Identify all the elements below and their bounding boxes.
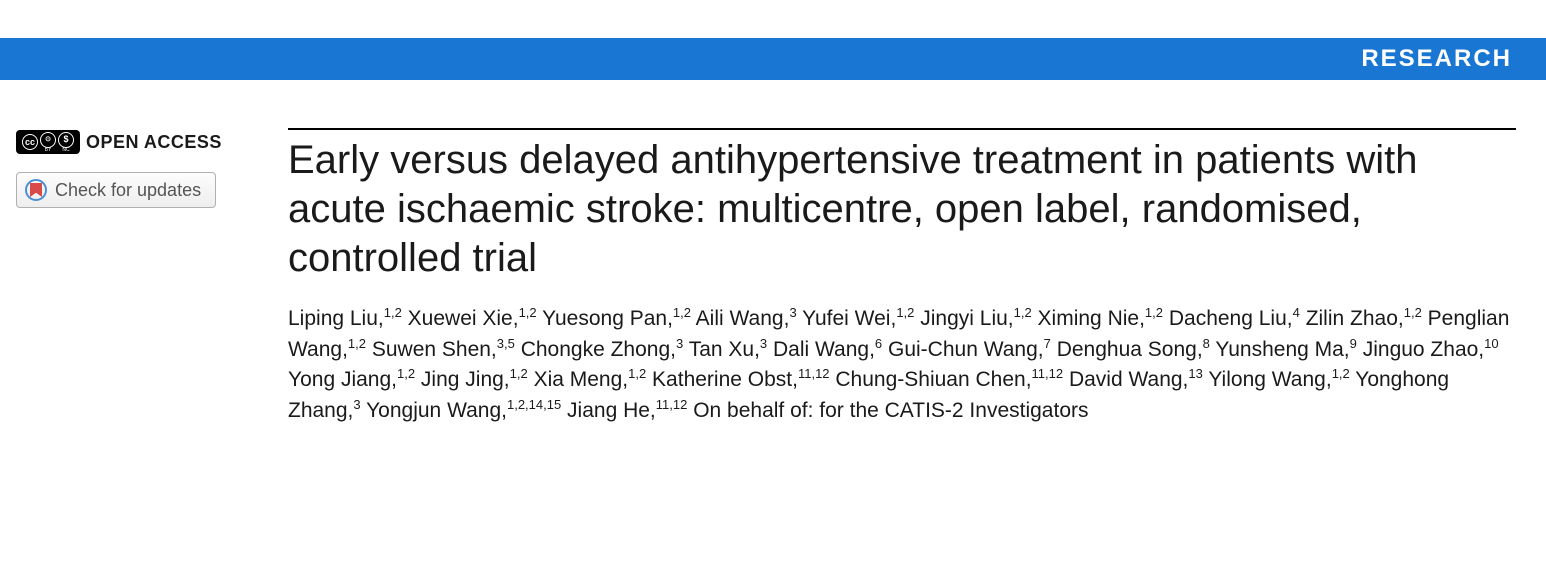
author: Jiang He,11,12 (567, 399, 687, 422)
cc-icon: cc (22, 134, 38, 150)
author: Jinguo Zhao,10 (1363, 338, 1499, 361)
author: Chung-Shiuan Chen,11,12 (835, 368, 1063, 391)
check-for-updates-button[interactable]: Check for updates (16, 172, 216, 208)
author: Xuewei Xie,1,2 (408, 307, 537, 330)
author: Ximing Nie,1,2 (1038, 307, 1163, 330)
author: Jingyi Liu,1,2 (920, 307, 1031, 330)
author: Yunsheng Ma,9 (1215, 338, 1357, 361)
open-access-label: OPEN ACCESS (86, 132, 222, 153)
authors-suffix: On behalf of: for the CATIS-2 Investigat… (693, 399, 1088, 422)
sidebar: cc ⊙BY $NC OPEN ACCESS Check for updates (16, 128, 288, 426)
cc-license-icon: cc ⊙BY $NC (16, 130, 80, 154)
author: Chongke Zhong,3 (521, 338, 684, 361)
crossmark-icon (25, 179, 47, 201)
cc-by-icon: ⊙BY (40, 132, 56, 153)
cc-nc-icon: $NC (58, 132, 74, 153)
article-header-region: cc ⊙BY $NC OPEN ACCESS Check for updates… (0, 80, 1546, 426)
author: Dali Wang,6 (773, 338, 882, 361)
article-main: Early versus delayed antihypertensive tr… (288, 128, 1516, 426)
author: Yufei Wei,1,2 (802, 307, 914, 330)
article-title: Early versus delayed antihypertensive tr… (288, 136, 1516, 282)
author: Jing Jing,1,2 (421, 368, 528, 391)
author: Yilong Wang,1,2 (1208, 368, 1349, 391)
open-access-badge: cc ⊙BY $NC OPEN ACCESS (16, 130, 288, 154)
author: Gui-Chun Wang,7 (888, 338, 1051, 361)
author: Tan Xu,3 (689, 338, 767, 361)
author: Aili Wang,3 (696, 307, 797, 330)
author-list: Liping Liu,1,2 Xuewei Xie,1,2 Yuesong Pa… (288, 304, 1516, 426)
author: Denghua Song,8 (1057, 338, 1210, 361)
author: Zilin Zhao,1,2 (1306, 307, 1422, 330)
author: Liping Liu,1,2 (288, 307, 402, 330)
check-for-updates-label: Check for updates (55, 180, 201, 201)
section-header-bar: RESEARCH (0, 38, 1546, 80)
author: David Wang,13 (1069, 368, 1203, 391)
author: Yongjun Wang,1,2,14,15 (366, 399, 561, 422)
author: Yong Jiang,1,2 (288, 368, 415, 391)
author: Xia Meng,1,2 (534, 368, 647, 391)
author: Suwen Shen,3,5 (372, 338, 515, 361)
author: Dacheng Liu,4 (1169, 307, 1300, 330)
author: Yuesong Pan,1,2 (542, 307, 691, 330)
author: Katherine Obst,11,12 (652, 368, 830, 391)
section-label: RESEARCH (1361, 45, 1512, 73)
